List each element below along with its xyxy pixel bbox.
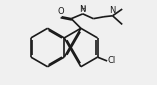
Text: O: O (57, 7, 64, 16)
Text: N: N (80, 5, 86, 14)
Text: H: H (80, 6, 85, 12)
Text: N: N (109, 6, 116, 15)
Text: Cl: Cl (108, 56, 116, 65)
